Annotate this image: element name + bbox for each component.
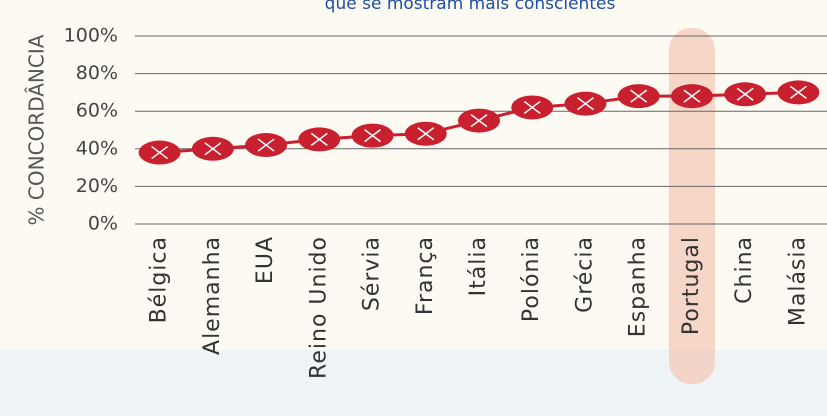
y-tick-label: 80%	[76, 62, 118, 84]
chart: que se mostram mais conscientes % CONCOR…	[0, 0, 827, 416]
x-tick-label: China	[732, 236, 757, 304]
chart-title: que se mostram mais conscientes	[325, 0, 616, 14]
x-tick-label: Portugal	[679, 236, 704, 335]
x-tick-label: Itália	[466, 236, 491, 296]
x-tick-label: Malásia	[785, 236, 810, 326]
x-tick-label: Grécia	[572, 236, 597, 313]
y-tick-label: 0%	[88, 213, 118, 235]
y-tick-label: 40%	[76, 137, 118, 159]
y-tick-label: 100%	[64, 25, 118, 47]
x-tick-label: Reino Unido	[306, 236, 331, 379]
y-axis-label: % CONCORDÂNCIA	[25, 34, 49, 225]
x-tick-label: Alemanha	[200, 236, 225, 355]
x-tick-label: França	[413, 236, 438, 315]
x-tick-label: Polónia	[519, 236, 544, 322]
x-tick-label: Bélgica	[147, 236, 172, 323]
x-tick-label: Espanha	[626, 236, 651, 337]
y-tick-label: 60%	[76, 100, 118, 122]
x-tick-label: Sérvia	[360, 236, 385, 311]
x-tick-label: EUA	[253, 236, 278, 284]
y-tick-label: 20%	[76, 175, 118, 197]
